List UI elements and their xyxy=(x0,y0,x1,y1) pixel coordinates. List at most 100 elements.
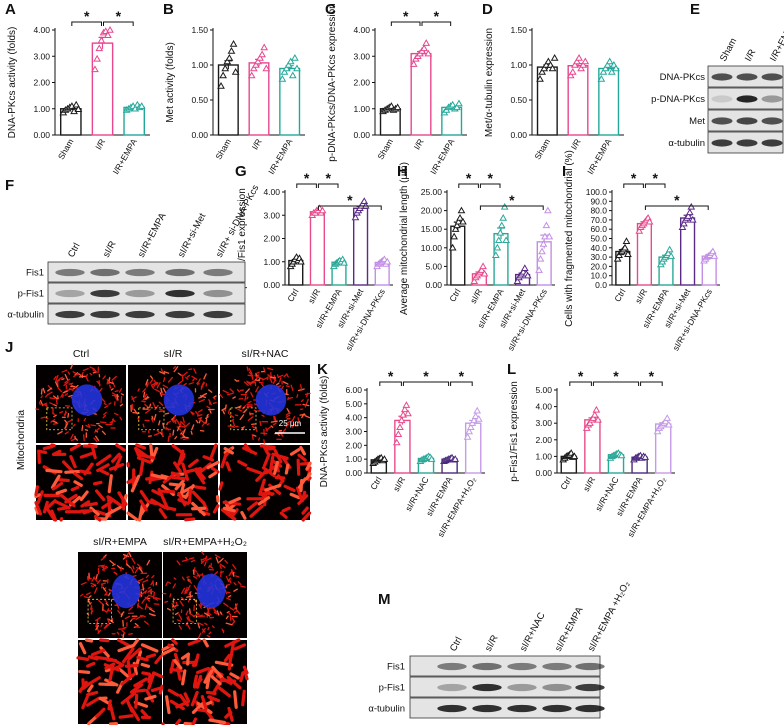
y-tick-label: 0.00 xyxy=(345,468,362,478)
mitochondrion xyxy=(147,671,156,690)
mitochondrion xyxy=(285,411,291,416)
mitochondrion xyxy=(188,382,194,385)
panel-letter: G xyxy=(235,163,247,180)
mitochondrion xyxy=(186,374,190,378)
mitochondrion xyxy=(92,480,103,486)
y-axis-title: p-Fis1/Fis1 expression xyxy=(509,381,520,482)
mitochondrion xyxy=(297,417,301,425)
mitochondrion xyxy=(146,605,153,610)
data-point xyxy=(422,39,431,46)
significance-bracket xyxy=(569,381,592,386)
x-tick-label: I/R+EMPA xyxy=(111,137,139,176)
data-point xyxy=(448,243,457,251)
mitochondrion xyxy=(233,603,238,610)
significance-label: * xyxy=(388,368,394,384)
mitochondrion xyxy=(90,582,97,586)
significance-label: * xyxy=(434,8,440,24)
mitochondrion xyxy=(228,496,242,505)
mitochondrion xyxy=(200,695,208,711)
micrograph xyxy=(126,443,220,522)
y-tick-label: 1.50 xyxy=(510,25,527,35)
x-tick-label: sI/R xyxy=(391,475,407,493)
mitochondrion xyxy=(210,675,222,686)
mitochondrion xyxy=(100,582,106,585)
mitochondrion xyxy=(271,452,289,460)
mitochondrion xyxy=(60,494,76,508)
mitochondrion xyxy=(87,443,98,448)
micrograph xyxy=(76,638,164,725)
mitochondrion xyxy=(226,583,231,586)
mitochondrion xyxy=(241,426,245,429)
mitochondrion xyxy=(83,596,90,599)
mitochondrion xyxy=(229,579,232,584)
mitochondrion xyxy=(158,401,164,406)
mitochondrion xyxy=(257,496,271,506)
mitochondrion xyxy=(169,699,185,711)
panel-letter: J xyxy=(5,339,13,356)
blot-band xyxy=(472,683,502,692)
mitochondrion xyxy=(103,402,107,406)
mitochondrion xyxy=(60,393,64,398)
mitochondrion xyxy=(72,384,79,390)
mitochondrion xyxy=(276,474,285,483)
mitochondrion xyxy=(197,622,201,629)
blot-band xyxy=(90,310,120,319)
data-point xyxy=(288,71,297,79)
mitochondrion xyxy=(42,444,54,451)
mitochondrion xyxy=(182,428,186,435)
mitochondrion xyxy=(193,575,198,579)
mitochondrion xyxy=(258,478,266,496)
mitochondrion xyxy=(93,514,102,522)
significance-bracket xyxy=(379,381,402,386)
mitochondrion xyxy=(45,468,63,474)
mitochondrion xyxy=(201,628,206,633)
y-tick-label: 60.0 xyxy=(590,224,607,234)
mitochondrion xyxy=(225,622,233,626)
scale-bar-label: 25 μm xyxy=(279,419,302,428)
mitochondrion xyxy=(185,610,189,616)
mitochondrion xyxy=(169,659,176,674)
data-point xyxy=(409,60,418,67)
mitochondrion xyxy=(193,653,200,667)
blot-row-label: Fis1 xyxy=(26,268,44,279)
mitochondrion xyxy=(290,384,294,391)
mitochondrion xyxy=(205,557,212,562)
data-point xyxy=(451,455,460,462)
mitochondrion xyxy=(196,414,203,417)
mitochondrion xyxy=(190,412,194,416)
mitochondrion xyxy=(95,707,106,719)
mitochondrion xyxy=(51,481,64,491)
x-tick-label: sI/R xyxy=(633,287,649,305)
mitochondrion xyxy=(120,691,137,705)
mitochondrion xyxy=(202,382,205,386)
mitochondrion xyxy=(212,396,216,400)
y-tick-label: 80.0 xyxy=(590,206,607,216)
mitochondrion xyxy=(210,443,218,458)
mitochondrion xyxy=(130,474,141,493)
blot-band xyxy=(203,289,233,298)
data-point xyxy=(601,64,610,72)
mitochondrion xyxy=(36,490,44,505)
data-point xyxy=(665,245,674,253)
mitochondrion xyxy=(234,414,239,417)
data-point xyxy=(535,266,543,273)
mitochondrion xyxy=(172,415,176,421)
micrograph-column-label: sI/R+EMPA+H₂O₂ xyxy=(163,536,247,548)
mitochondrion xyxy=(85,696,101,707)
blot-row-label: α-tubulin xyxy=(668,138,705,149)
mitochondrion xyxy=(142,388,147,393)
mitochondrion xyxy=(174,612,179,616)
mitochondrion xyxy=(176,560,181,566)
mitochondrion xyxy=(98,696,112,706)
data-point xyxy=(457,206,466,214)
mitochondrion xyxy=(128,633,133,635)
mitochondrion xyxy=(284,463,290,475)
blot-band xyxy=(542,704,572,713)
bar xyxy=(91,42,114,136)
mitochondrion xyxy=(98,468,110,476)
data-point xyxy=(427,455,436,462)
data-point xyxy=(613,254,622,262)
data-point xyxy=(254,57,262,65)
y-tick-label: 0.50 xyxy=(191,95,208,105)
data-point xyxy=(471,412,480,419)
